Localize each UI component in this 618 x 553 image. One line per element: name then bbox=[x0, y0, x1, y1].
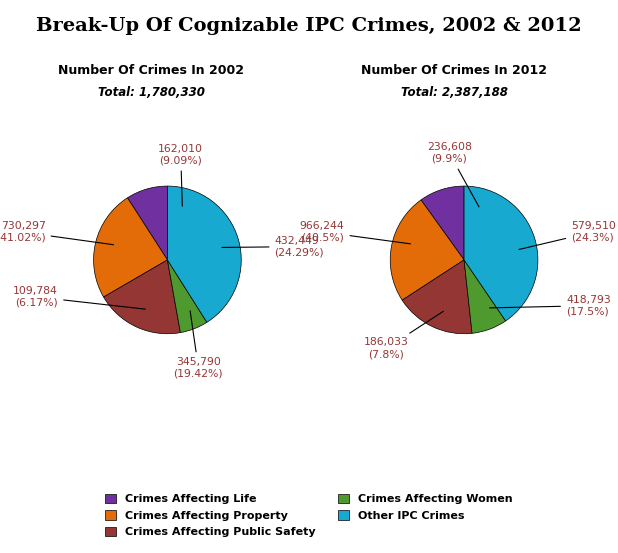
Wedge shape bbox=[402, 260, 472, 334]
Wedge shape bbox=[127, 186, 167, 260]
Text: 579,510
(24.3%): 579,510 (24.3%) bbox=[519, 221, 616, 249]
Wedge shape bbox=[167, 260, 207, 332]
Text: 345,790
(19.42%): 345,790 (19.42%) bbox=[174, 311, 223, 379]
Text: 236,608
(9.9%): 236,608 (9.9%) bbox=[427, 142, 479, 207]
Text: 109,784
(6.17%): 109,784 (6.17%) bbox=[13, 286, 145, 309]
Text: Number Of Crimes In 2012: Number Of Crimes In 2012 bbox=[362, 64, 547, 77]
Legend: Crimes Affecting Life, Crimes Affecting Property, Crimes Affecting Public Safety: Crimes Affecting Life, Crimes Affecting … bbox=[101, 489, 517, 542]
Text: 418,793
(17.5%): 418,793 (17.5%) bbox=[489, 295, 611, 316]
Text: Break-Up Of Cognizable IPC Crimes, 2002 & 2012: Break-Up Of Cognizable IPC Crimes, 2002 … bbox=[36, 17, 582, 35]
Wedge shape bbox=[167, 186, 241, 322]
Wedge shape bbox=[104, 260, 180, 334]
Wedge shape bbox=[464, 186, 538, 321]
Text: 966,244
(40.5%): 966,244 (40.5%) bbox=[300, 221, 410, 244]
Wedge shape bbox=[464, 260, 506, 333]
Wedge shape bbox=[390, 200, 464, 300]
Text: Total: 2,387,188: Total: 2,387,188 bbox=[401, 86, 507, 99]
Text: Number Of Crimes In 2002: Number Of Crimes In 2002 bbox=[59, 64, 244, 77]
Text: Total: 1,780,330: Total: 1,780,330 bbox=[98, 86, 205, 99]
Wedge shape bbox=[93, 198, 167, 297]
Text: 730,297
(41.02%): 730,297 (41.02%) bbox=[0, 221, 114, 245]
Text: 432,449
(24.29%): 432,449 (24.29%) bbox=[222, 236, 324, 257]
Text: 186,033
(7.8%): 186,033 (7.8%) bbox=[364, 311, 443, 359]
Text: 162,010
(9.09%): 162,010 (9.09%) bbox=[158, 144, 203, 206]
Wedge shape bbox=[421, 186, 464, 260]
